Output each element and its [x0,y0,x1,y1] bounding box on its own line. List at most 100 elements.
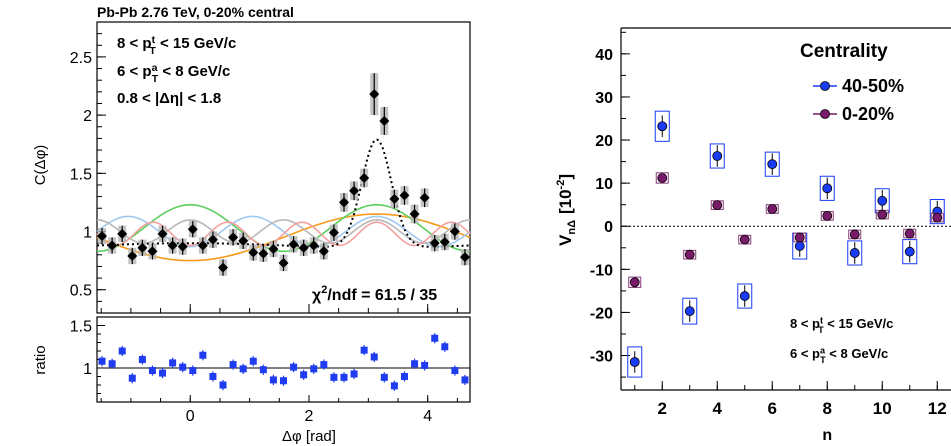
series-0-point [822,183,833,194]
data-point [207,234,218,245]
ratio-xtick-label: 2 [305,408,314,425]
right-ylabel-units-post: ] [556,174,575,180]
ratio-point [310,365,318,373]
right-ylabel-sub: nΔ [566,220,578,235]
series-0-point [684,306,695,317]
ratio-point [239,365,247,373]
series-0-point [794,241,805,251]
data-point [409,209,420,220]
right-ytick-label: 0 [604,219,613,236]
ratio-point [209,373,217,380]
annot-pt-trig: 8 < pt T < 15 GeV/c [117,34,236,57]
data-point [389,193,400,204]
data-point [379,115,390,126]
data-point [429,238,440,249]
ratio-point [128,374,136,382]
data-point [197,240,208,251]
ratio-point [360,346,368,354]
ratio-point [118,347,126,355]
annot-pt-trig-pre: 8 < p [117,35,152,52]
top-ytick-label: 1 [83,225,92,242]
data-point [338,197,349,208]
data-point [97,231,108,242]
right-xtick-label: 12 [928,399,947,418]
data-point [137,242,148,253]
right-xtick-label: 6 [768,399,777,418]
top-ytick-label: 1.5 [70,166,92,183]
series-0-point [849,248,860,258]
right-ylabel-units-sup: -2 [555,180,567,190]
right-ytick-label: -30 [590,349,613,366]
ratio-point [169,359,177,367]
data-point [288,239,299,250]
ratio-point [370,353,378,361]
right-ytick-label: 40 [595,47,613,64]
data-point [308,240,319,251]
series-1-point [849,229,860,240]
series-1-point [657,173,668,183]
series-1-point [794,232,805,243]
data-point [359,172,370,183]
ratio-point [108,360,116,368]
right-xtick-label: 4 [713,399,723,418]
series-1-point [822,210,833,221]
harmonics-panel: -30 -20 -10 0 10 20 30 40 2 4 6 8 10 12 n VnΔ [10-2] Cent… [555,27,951,444]
right-ylabel-units: [10 [556,189,575,214]
data-point [278,257,289,268]
right-annot-pt-trig-pre: 8 < p [790,316,820,331]
series-0-point [904,246,915,257]
right-xtick-label: 2 [658,399,667,418]
right-ytick-label: 20 [595,133,613,150]
ratio-xtick-label: 4 [423,408,432,425]
series-0-syst-box [819,175,835,201]
ratio-point [269,376,277,384]
ratio-point [350,370,358,378]
ratio-point [411,360,419,368]
series-0-syst-box [847,240,863,266]
data-point [228,232,239,243]
series-0-syst-box [627,346,643,378]
chi2-sup: 2 [321,284,327,296]
data-point [349,185,360,196]
ratio-point [461,376,469,384]
data-point [318,246,329,257]
data-point [107,240,118,251]
legend-label-4050: 40-50% [842,76,904,96]
series-1-point [877,209,888,220]
legend-label-020: 0-20% [842,104,894,124]
right-ytick-label: -10 [590,262,613,279]
right-xlabel: n [822,427,832,444]
annot-pt-trig-sup: t [152,34,156,46]
series-0-point [739,291,750,301]
series-0-syst-box [709,143,725,169]
data-point [127,250,138,261]
right-ylabel-v: V [556,234,575,246]
data-point [157,228,168,239]
series-1-point [712,200,723,211]
data-point [369,89,380,100]
data-point [298,242,309,253]
chi2-chi: χ [312,287,322,304]
right-annot-pt-trig: 8 < pt T < 15 GeV/c [790,315,893,335]
ratio-point [159,369,167,377]
data-point [218,262,229,273]
ratio-point [138,356,146,363]
right-annot-pt-assoc-sup: a [820,345,826,355]
ratio-point [451,367,459,375]
annot-pt-assoc-sub: T [152,73,159,85]
right-ytick-label: 30 [595,90,613,107]
series-0-point [657,121,668,132]
data-point [449,226,460,237]
annot-deta: 0.8 < |Δη| < 1.8 [117,90,221,107]
ratio-point [280,377,287,385]
data-point [459,252,470,263]
series-1-point [904,228,915,239]
ratio-ylabel: ratio [32,345,49,374]
ratio-point [219,381,227,389]
ratio-point [98,357,106,365]
ratio-point [320,361,328,369]
chi2-post: /ndf = 61.5 / 35 [327,287,437,304]
harmonic-curve-5 [96,221,471,247]
data-point [117,228,128,239]
